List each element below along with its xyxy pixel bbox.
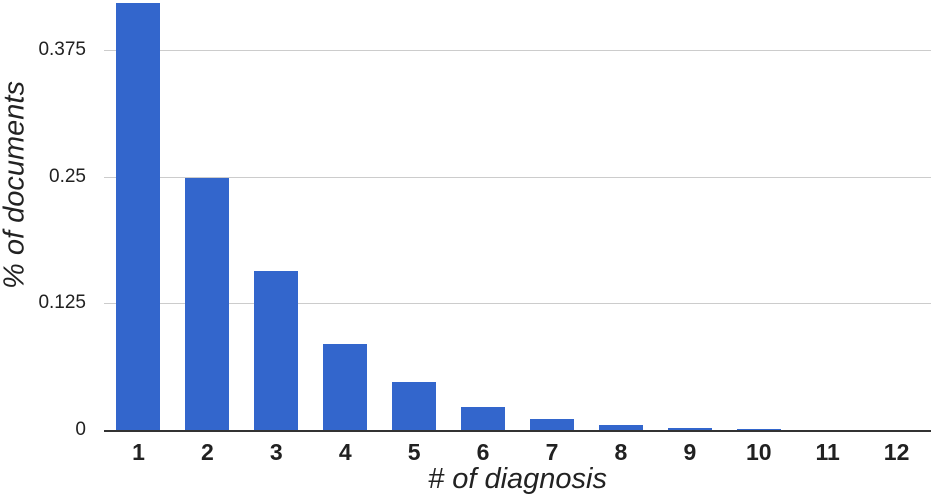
bar-band bbox=[380, 0, 449, 430]
x-tick-label: 7 bbox=[545, 439, 559, 465]
y-tick-label: 0.25 bbox=[49, 165, 86, 187]
x-tick-label: 3 bbox=[269, 439, 283, 465]
bar-band bbox=[862, 0, 931, 430]
x-tick-label: 4 bbox=[338, 439, 352, 465]
gridline bbox=[104, 49, 931, 51]
bar-band bbox=[311, 0, 380, 430]
bar bbox=[667, 427, 712, 430]
x-tick-label: 12 bbox=[883, 439, 910, 465]
gridline bbox=[104, 176, 931, 178]
bars bbox=[104, 0, 931, 430]
bar-band bbox=[518, 0, 587, 430]
bar-band bbox=[655, 0, 724, 430]
bar-band bbox=[724, 0, 793, 430]
bar bbox=[185, 177, 230, 430]
bar bbox=[461, 406, 506, 430]
bar-band bbox=[793, 0, 862, 430]
bar-band bbox=[242, 0, 311, 430]
bar-band bbox=[104, 0, 173, 430]
x-tick-label: 9 bbox=[683, 439, 697, 465]
y-axis-tick-labels: 0 0.125 0.25 0.375 bbox=[0, 0, 86, 440]
x-tick-label: 10 bbox=[745, 439, 772, 465]
x-tick-label: 8 bbox=[614, 439, 628, 465]
x-tick-label: 6 bbox=[476, 439, 490, 465]
bar bbox=[116, 3, 161, 430]
bar-band bbox=[449, 0, 518, 430]
x-axis-title: # of diagnosis bbox=[428, 463, 607, 495]
x-tick-label: 11 bbox=[815, 439, 840, 465]
x-tick-label: 1 bbox=[132, 439, 145, 465]
x-tick-label: 2 bbox=[200, 439, 214, 465]
gridline bbox=[104, 303, 931, 305]
bar-band bbox=[586, 0, 655, 430]
y-tick-label: 0 bbox=[75, 419, 86, 440]
bar bbox=[598, 425, 643, 430]
bar-band bbox=[173, 0, 242, 430]
bar bbox=[392, 382, 437, 430]
bar bbox=[736, 429, 781, 430]
bar bbox=[323, 343, 368, 430]
y-tick-label: 0.375 bbox=[38, 38, 86, 60]
y-tick-label: 0.125 bbox=[38, 292, 86, 314]
bar bbox=[254, 270, 299, 430]
bar bbox=[529, 418, 574, 430]
x-axis-tick-labels: 1 2 3 4 5 6 7 8 9 10 11 12 bbox=[104, 439, 931, 466]
plot-area bbox=[104, 0, 931, 432]
x-tick-label: 5 bbox=[407, 439, 421, 465]
